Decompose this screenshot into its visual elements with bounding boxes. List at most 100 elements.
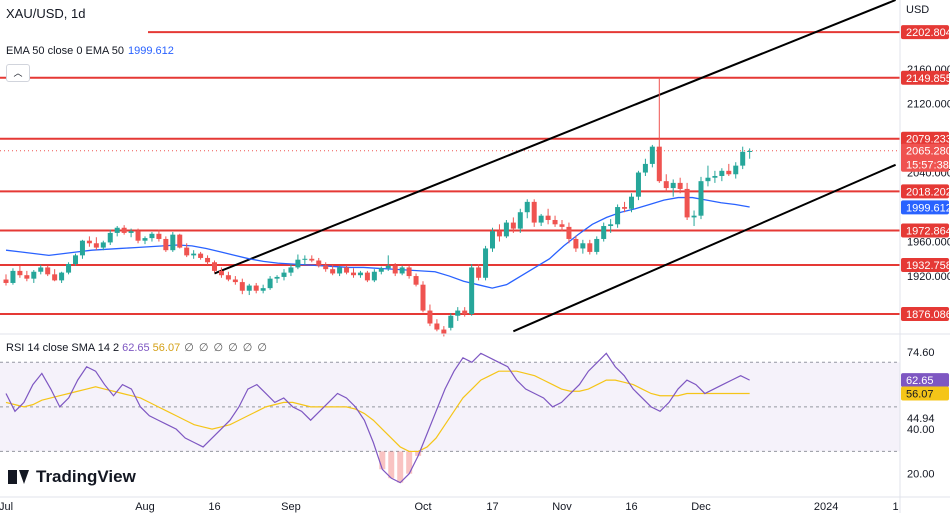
tradingview-logo[interactable]: TradingView xyxy=(8,467,136,487)
price-labels: 2202.804 2149.855 2079.233 2018.202 1972.864… xyxy=(901,25,950,321)
candle-body xyxy=(670,182,676,189)
candle-body xyxy=(288,267,294,273)
candle-body xyxy=(31,271,37,279)
candle-body xyxy=(371,271,377,281)
candle-body xyxy=(531,201,537,223)
rsi-value-box xyxy=(901,373,949,388)
candle-body xyxy=(330,269,336,274)
candle-body xyxy=(691,215,697,218)
candle-body xyxy=(128,231,134,233)
candle-body xyxy=(684,188,690,218)
candle-body xyxy=(267,278,273,289)
candle-body xyxy=(59,272,65,281)
ema-legend[interactable]: EMA 50 close 0 EMA 50 1999.612 xyxy=(6,45,174,57)
candle-body xyxy=(121,227,127,233)
candle-body xyxy=(615,207,621,225)
rsi-legend[interactable]: RSI 14 close SMA 14 2 62.65 56.07 ∅ ∅ ∅ ∅ ∅… xyxy=(6,341,268,354)
candle-body xyxy=(747,150,753,152)
candle-body xyxy=(344,267,350,273)
candle-body xyxy=(93,243,99,248)
ema-legend-label: EMA 50 close 0 EMA 50 xyxy=(6,45,125,57)
candle-body xyxy=(253,285,259,291)
candle-body xyxy=(635,172,641,197)
time-tick-label: Jul xyxy=(0,501,13,513)
rsi-legend-value: 62.65 xyxy=(122,342,150,354)
candle-body xyxy=(503,222,509,237)
candle-body xyxy=(608,224,614,227)
candle-body xyxy=(3,279,9,283)
candle-body xyxy=(198,253,204,258)
candle-body xyxy=(677,182,683,189)
price-tick-label: 1960.000 xyxy=(907,237,950,249)
candle-body xyxy=(538,215,544,223)
rsi-tick-label: 74.60 xyxy=(907,347,935,359)
candle-body xyxy=(260,288,266,291)
last-price-label: 2065.280 xyxy=(906,146,950,158)
candle-body xyxy=(149,233,155,239)
level-price-label-box xyxy=(901,258,949,273)
rsi-tick-label: 20.00 xyxy=(907,469,935,481)
candle-body xyxy=(601,226,607,239)
level-price-label-box xyxy=(901,306,949,321)
candle-body xyxy=(10,270,16,283)
ema-price-label: 1999.612 xyxy=(906,202,950,214)
candles xyxy=(3,77,753,337)
candle-body xyxy=(622,207,628,209)
time-tick-label: 2024 xyxy=(814,501,838,513)
currency-label: USD xyxy=(906,4,930,16)
level-price-label: 2149.855 xyxy=(906,73,950,85)
candle-body xyxy=(719,170,725,176)
upper-trendline xyxy=(214,0,896,275)
last-price-label-box xyxy=(901,143,949,172)
countdown-label: 15:57:38 xyxy=(906,160,949,172)
candle-body xyxy=(490,231,495,249)
level-price-label: 2202.804 xyxy=(906,27,950,39)
level-price-label-box xyxy=(901,184,949,199)
candle-body xyxy=(302,258,308,260)
candle-body xyxy=(705,177,711,182)
tradingview-logo-icon xyxy=(8,470,30,484)
candle-body xyxy=(323,265,329,270)
ema-line xyxy=(5,196,750,289)
tradingview-logo-text: TradingView xyxy=(36,467,136,486)
level-price-label: 1972.864 xyxy=(906,225,950,237)
candle-body xyxy=(587,243,593,252)
candle-body xyxy=(52,274,58,281)
time-tick-label: Oct xyxy=(414,501,431,513)
candle-body xyxy=(517,212,523,229)
candle-body xyxy=(73,255,78,264)
candle-body xyxy=(594,238,600,252)
candle-body xyxy=(663,181,669,189)
candle-body xyxy=(545,215,551,220)
candle-body xyxy=(552,219,558,225)
trend-channel xyxy=(214,0,896,333)
candle-body xyxy=(399,267,405,274)
level-price-label: 1932.758 xyxy=(906,260,950,272)
time-tick-label: 1 xyxy=(893,501,899,513)
candle-body xyxy=(107,232,113,243)
ema-series xyxy=(5,196,750,289)
candle-body xyxy=(351,272,356,276)
candle-body xyxy=(420,284,426,311)
collapse-legend-button[interactable]: ︿ xyxy=(6,64,30,82)
candle-body xyxy=(441,329,447,334)
candle-body xyxy=(295,259,301,268)
time-tick-label: Sep xyxy=(281,501,301,513)
candle-body xyxy=(184,247,190,256)
rsi-legend-label: RSI 14 close SMA 14 2 xyxy=(6,342,120,354)
candle-body xyxy=(218,270,224,276)
price-tick-label: 2120.000 xyxy=(907,99,950,111)
level-price-label-box xyxy=(901,131,949,146)
candle-body xyxy=(357,272,363,276)
horizontal-levels xyxy=(0,31,900,315)
symbol-title[interactable]: XAU/USD, 1d xyxy=(6,6,86,21)
candle-body xyxy=(364,272,370,281)
candle-body xyxy=(566,226,572,239)
level-price-label-box xyxy=(901,70,949,85)
candle-body xyxy=(38,267,44,272)
candle-body xyxy=(191,253,197,256)
candle-body xyxy=(385,265,391,269)
rsi-legend-extra: ∅ ∅ ∅ ∅ ∅ ∅ xyxy=(184,342,268,354)
